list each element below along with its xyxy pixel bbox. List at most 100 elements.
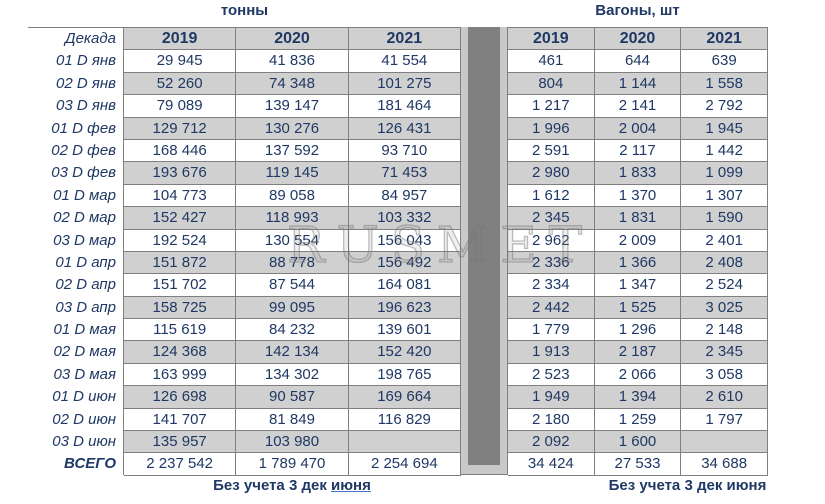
wagons-cell: 2 009 <box>594 229 682 252</box>
tons-cell: 139 147 <box>236 95 349 118</box>
decade-label: 01 D янв <box>56 52 116 70</box>
decade-label: 02 D янв <box>56 74 116 92</box>
tons-cell: 93 710 <box>348 139 461 163</box>
tons-cell: 74 348 <box>236 72 349 96</box>
wagons-cell: 2 442 <box>508 296 595 320</box>
tons-cell: 151 872 <box>124 251 237 275</box>
wagons-cell: 1 558 <box>681 72 768 96</box>
wagons-cell: 2 117 <box>594 139 682 163</box>
wagons-cell: 644 <box>594 50 682 73</box>
tons-cell: 168 446 <box>124 139 237 163</box>
wagons-cell: 2 524 <box>681 274 768 297</box>
wagons-cell: 1 259 <box>594 408 682 432</box>
wagons-cell: 1 366 <box>594 251 682 275</box>
tons-total-cell: 1 789 470 <box>236 453 349 476</box>
decade-label: 02 D мая <box>53 343 117 361</box>
tons-cell: 89 058 <box>236 184 349 208</box>
tons-cell: 116 829 <box>348 408 461 432</box>
wagons-cell: 1 831 <box>594 207 682 230</box>
tons-total-cell: 2 237 542 <box>124 453 237 476</box>
tons-cell: 135 957 <box>124 431 237 454</box>
tons-cell: 41 836 <box>236 50 349 73</box>
decade-label: 02 D апр <box>55 276 116 294</box>
wagons-cell: 1 296 <box>594 319 682 342</box>
decade-row-labels: Декада 01 D янв 02 D янв 03 D янв 01 D фев 02… <box>28 27 123 475</box>
wagons-cell: 2 523 <box>508 363 595 387</box>
wagons-cell: 2 345 <box>508 207 595 230</box>
wagons-cell: 2 148 <box>681 319 768 342</box>
wagons-cell: 2 591 <box>508 139 595 163</box>
tons-cell: 126 698 <box>124 386 237 409</box>
decade-label: 03 D апр <box>55 298 116 316</box>
wagons-cell: 2 092 <box>508 431 595 454</box>
tons-cell: 79 089 <box>124 95 237 118</box>
tons-cell: 141 707 <box>124 408 237 432</box>
section-divider <box>461 27 507 475</box>
divider-bar <box>468 27 500 465</box>
wagons-cell: 1 590 <box>681 207 768 230</box>
wagons-cell: 1 394 <box>594 386 682 409</box>
tons-cell: 198 765 <box>348 363 461 387</box>
decade-label: 03 D мар <box>53 231 116 249</box>
wagons-cell: 2 141 <box>594 95 682 118</box>
decade-label: 02 D июн <box>52 410 116 428</box>
wagons-cell: 1 600 <box>594 431 682 454</box>
tons-cell: 129 712 <box>124 117 237 140</box>
wagons-cell: 1 945 <box>681 117 768 140</box>
wagons-cell: 2 180 <box>508 408 595 432</box>
tons-cell: 52 260 <box>124 72 237 96</box>
wagons-cell: 2 610 <box>681 386 768 409</box>
wagons-cell: 1 797 <box>681 408 768 432</box>
wagons-cell <box>681 431 768 454</box>
wagons-cell: 2 336 <box>508 251 595 275</box>
wagons-cell: 2 066 <box>594 363 682 387</box>
wagons-cell: 2 345 <box>681 341 768 364</box>
tons-footnote: Без учета 3 дек июня <box>123 477 461 499</box>
tons-cell: 119 145 <box>236 162 349 185</box>
tons-cell: 169 664 <box>348 386 461 409</box>
tons-cell: 151 702 <box>124 274 237 297</box>
wagons-cell: 2 004 <box>594 117 682 140</box>
decade-label: 03 D мая <box>53 365 117 383</box>
tons-cell: 156 043 <box>348 229 461 252</box>
wagons-cell: 1 217 <box>508 95 595 118</box>
decade-label: 03 D июн <box>52 433 116 451</box>
tons-cell: 88 778 <box>236 251 349 275</box>
tons-cell: 103 980 <box>236 431 349 454</box>
wagons-cell: 1 442 <box>681 139 768 163</box>
wagons-cell: 2 187 <box>594 341 682 364</box>
june-link[interactable]: июня <box>331 477 371 494</box>
wagons-cell: 2 401 <box>681 229 768 252</box>
wagons-cell: 1 144 <box>594 72 682 96</box>
tons-cell: 104 773 <box>124 184 237 208</box>
tons-cell: 164 081 <box>348 274 461 297</box>
tons-year-header: 2020 <box>236 28 349 51</box>
decade-label: 01 D мар <box>53 186 116 204</box>
wagons-year-header: 2019 <box>508 28 595 51</box>
wagons-total-cell: 27 533 <box>594 453 682 476</box>
decade-label: 03 D янв <box>56 97 116 115</box>
wagons-year-header: 2020 <box>594 28 682 51</box>
wagons-cell: 2 408 <box>681 251 768 275</box>
wagons-footnote: Без учета 3 дек июня <box>608 477 767 494</box>
tons-cell: 134 302 <box>236 363 349 387</box>
tons-cell: 152 420 <box>348 341 461 364</box>
tons-cell: 41 554 <box>348 50 461 73</box>
wagons-cell: 2 792 <box>681 95 768 118</box>
wagons-total-cell: 34 688 <box>681 453 768 476</box>
wagons-table: 2019 2020 2021 461 644 639 804 1 144 1 558 1 217 2… <box>507 27 768 476</box>
tons-year-header: 2021 <box>348 28 461 51</box>
tons-cell: 192 524 <box>124 229 237 252</box>
tons-section-title: тонны <box>220 2 269 19</box>
wagons-cell: 3 025 <box>681 296 768 320</box>
wagons-cell: 1 949 <box>508 386 595 409</box>
tons-cell: 142 134 <box>236 341 349 364</box>
tons-total-cell: 2 254 694 <box>348 453 461 476</box>
tons-cell: 71 453 <box>348 162 461 185</box>
wagons-cell: 1 525 <box>594 296 682 320</box>
wagons-cell: 1 833 <box>594 162 682 185</box>
tons-cell: 181 464 <box>348 95 461 118</box>
decade-label: 01 D июн <box>52 388 116 406</box>
tons-cell: 196 623 <box>348 296 461 320</box>
